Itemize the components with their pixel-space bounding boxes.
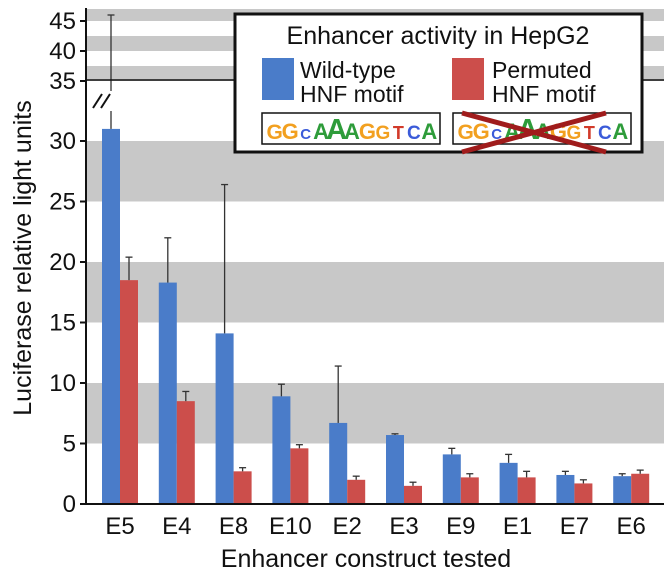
bar-wild-type-e5 (102, 128, 120, 504)
bar-wild-type-e9 (442, 454, 461, 504)
legend-swatch-wild-type (262, 58, 294, 100)
bar-permuted-e1 (517, 477, 536, 504)
legend-label-wild-type-line2: HNF motif (300, 81, 404, 107)
bar-wild-type-e3 (386, 435, 404, 504)
legend-title: Enhancer activity in HepG2 (287, 22, 590, 50)
x-tick-label: E7 (560, 513, 589, 540)
motif-letter: G (567, 123, 582, 144)
x-tick-label: E9 (446, 513, 475, 540)
y-tick-label: 15 (49, 310, 76, 337)
x-tick-label: E10 (269, 513, 312, 540)
motif-letter: A (326, 114, 347, 146)
y-tick-label: 25 (49, 189, 76, 216)
y-tick-label: 20 (49, 249, 76, 276)
legend-label-permuted: Permuted HNF motif (492, 57, 598, 107)
x-tick-label: E6 (617, 513, 646, 540)
motif-letter: G (473, 119, 490, 144)
legend-label-wild-type: Wild-type HNF motif (300, 57, 404, 107)
motif-letter: A (344, 119, 360, 144)
x-tick-label: E1 (503, 513, 532, 540)
y-tick-label: 40 (49, 38, 76, 65)
y-ticks: 0 5 10 15 20 25 30 35 40 45 (49, 8, 86, 518)
y-tick-label: 45 (49, 8, 76, 35)
bar-wild-type-e2 (329, 422, 348, 504)
grid-band (86, 262, 664, 323)
bar-wild-type-e7 (556, 474, 575, 504)
legend-label-permuted-line1: Permuted (492, 57, 592, 83)
motif-letter: A (313, 119, 329, 144)
motif-letter: G (376, 123, 391, 144)
motif-letter: G (458, 121, 474, 144)
x-tick-label: E5 (105, 513, 134, 540)
x-tick-labels: E5 E4 E8 E10 E2 E3 E9 E1 E7 E6 (105, 513, 646, 540)
bar-permuted-e2 (347, 479, 366, 504)
bar-permuted-e4 (176, 401, 195, 504)
motif-letter: C (491, 126, 502, 143)
bar-permuted-e8 (233, 471, 252, 504)
y-tick-label: 35 (49, 68, 76, 95)
x-axis-title: Enhancer construct tested (221, 545, 511, 573)
motif-letter: A (612, 119, 628, 144)
legend-label-permuted-line2: HNF motif (492, 81, 596, 107)
y-tick-label: 5 (63, 431, 76, 458)
y-tick-label: 10 (49, 370, 76, 397)
x-tick-label: E3 (389, 513, 418, 540)
bar-permuted-e7 (574, 483, 593, 504)
x-tick-label: E8 (219, 513, 248, 540)
bars (102, 128, 650, 504)
bar-wild-type-e6 (613, 476, 632, 504)
x-tick-label: E4 (162, 513, 191, 540)
bar-permuted-e3 (404, 485, 422, 504)
motif-letter: C (598, 123, 612, 144)
legend-swatch-permuted (452, 58, 484, 100)
y-axis-title: Luciferase relative light units (9, 100, 37, 415)
motif-letter: T (393, 123, 404, 143)
y-tick-label: 0 (63, 491, 76, 518)
bar-permuted-e10 (290, 448, 309, 504)
bar-wild-type-e1 (499, 462, 518, 504)
axis-break-marker (88, 91, 124, 111)
x-tick-label: E2 (333, 513, 362, 540)
motif-letter: C (407, 123, 421, 144)
legend-label-wild-type-line1: Wild-type (300, 57, 396, 83)
bar-wild-type-e10 (272, 396, 291, 504)
bar-wild-type-e8 (215, 333, 234, 504)
bar-permuted-e9 (460, 477, 479, 504)
motif-letter: A (421, 119, 437, 144)
motif-letter: T (584, 123, 595, 143)
cross-out-icon (461, 110, 607, 155)
y-tick-label: 30 (49, 128, 76, 155)
motif-logo-frame (261, 112, 441, 145)
bar-permuted-e6 (631, 473, 650, 504)
bar-wild-type-e4 (158, 282, 177, 504)
motif-letter: G (267, 121, 283, 144)
legend: Enhancer activity in HepG2 Wild-type HNF… (233, 12, 644, 155)
motif-letter: G (359, 119, 376, 144)
bar-permuted-e5 (120, 280, 138, 504)
motif-letter: G (282, 119, 299, 144)
motif-letter: C (300, 126, 311, 143)
